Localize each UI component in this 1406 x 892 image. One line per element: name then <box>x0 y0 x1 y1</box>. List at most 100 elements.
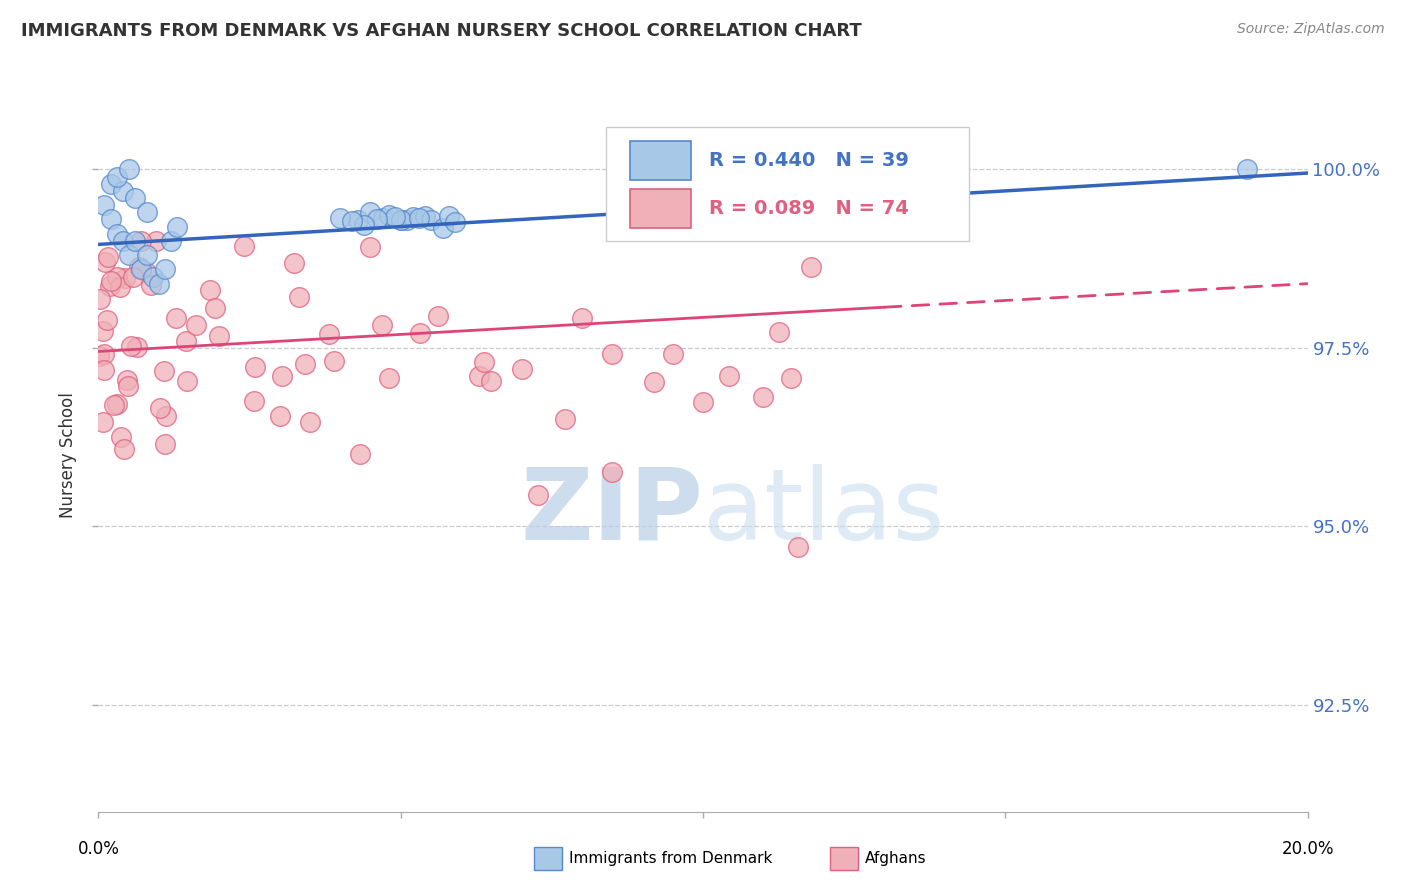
Point <box>186 318 208 332</box>
Point <box>662 347 685 361</box>
Point <box>283 256 305 270</box>
Point <box>371 211 394 226</box>
Point <box>294 357 316 371</box>
Point <box>481 374 503 388</box>
Text: Afghans: Afghans <box>865 852 927 866</box>
Point <box>510 362 533 376</box>
Point <box>271 368 294 383</box>
Point <box>100 275 122 289</box>
Text: ZIP: ZIP <box>520 464 703 560</box>
Point <box>198 283 221 297</box>
Point <box>124 234 146 248</box>
Point <box>692 395 714 409</box>
Point <box>97 250 120 264</box>
Point <box>176 374 198 388</box>
Point <box>112 442 135 456</box>
Point <box>93 363 115 377</box>
Point <box>111 234 134 248</box>
Point <box>155 409 177 424</box>
Point <box>89 292 111 306</box>
Point <box>100 212 122 227</box>
Point <box>360 205 382 219</box>
Point <box>768 325 790 339</box>
Point <box>643 375 665 389</box>
Point <box>342 214 364 228</box>
Point <box>318 326 340 341</box>
Bar <box>630 189 690 228</box>
Text: IMMIGRANTS FROM DENMARK VS AFGHAN NURSERY SCHOOL CORRELATION CHART: IMMIGRANTS FROM DENMARK VS AFGHAN NURSER… <box>21 22 862 40</box>
Text: 20.0%: 20.0% <box>1281 840 1334 858</box>
Point <box>413 210 436 224</box>
Point <box>353 218 375 232</box>
Point <box>91 415 114 429</box>
Point <box>128 260 150 275</box>
Point <box>153 262 176 277</box>
Text: R = 0.440   N = 39: R = 0.440 N = 39 <box>709 151 908 169</box>
Point <box>148 277 170 291</box>
Point <box>299 415 322 429</box>
Point <box>124 191 146 205</box>
Point <box>135 205 157 219</box>
Point <box>402 210 425 224</box>
Point <box>93 346 115 360</box>
FancyBboxPatch shape <box>606 127 969 241</box>
Point <box>360 240 382 254</box>
Point <box>98 278 121 293</box>
Point <box>1236 162 1258 177</box>
Point <box>204 301 226 315</box>
Point <box>118 162 141 177</box>
Point <box>288 290 311 304</box>
Point <box>94 255 117 269</box>
Point <box>105 270 128 285</box>
Point <box>427 310 450 324</box>
Point <box>717 369 740 384</box>
Point <box>602 347 624 361</box>
Point <box>432 220 454 235</box>
Text: Immigrants from Denmark: Immigrants from Denmark <box>569 852 773 866</box>
Point <box>409 326 432 340</box>
Point <box>108 280 131 294</box>
Point <box>111 184 134 198</box>
Point <box>155 436 177 450</box>
Point <box>114 271 136 285</box>
Point <box>166 219 188 234</box>
Point <box>242 393 264 408</box>
Point <box>139 278 162 293</box>
Point <box>395 212 418 227</box>
Point <box>389 213 412 227</box>
Point <box>153 364 176 378</box>
Point <box>366 212 388 227</box>
Point <box>437 209 460 223</box>
Point <box>115 373 138 387</box>
Point <box>129 262 152 277</box>
Point <box>135 265 157 279</box>
Point <box>105 397 128 411</box>
Point <box>135 248 157 262</box>
Point <box>232 239 254 253</box>
Point <box>96 313 118 327</box>
Text: atlas: atlas <box>703 464 945 560</box>
Point <box>208 329 231 343</box>
Text: R = 0.089   N = 74: R = 0.089 N = 74 <box>709 199 908 218</box>
Point <box>389 213 412 227</box>
Point <box>160 234 183 248</box>
Point <box>322 354 344 368</box>
Point <box>800 260 823 274</box>
Point <box>787 540 810 554</box>
Point <box>174 334 197 349</box>
Point <box>118 248 141 262</box>
Point <box>121 270 143 285</box>
Point <box>468 368 491 383</box>
Point <box>408 211 430 225</box>
Point <box>129 234 152 248</box>
Point <box>779 370 801 384</box>
Point <box>444 214 467 228</box>
Point <box>420 212 443 227</box>
Point <box>347 213 370 227</box>
Point <box>145 234 167 248</box>
Point <box>149 401 172 415</box>
Point <box>752 391 775 405</box>
Point <box>329 211 352 226</box>
Point <box>125 340 148 354</box>
Point <box>87 349 110 363</box>
